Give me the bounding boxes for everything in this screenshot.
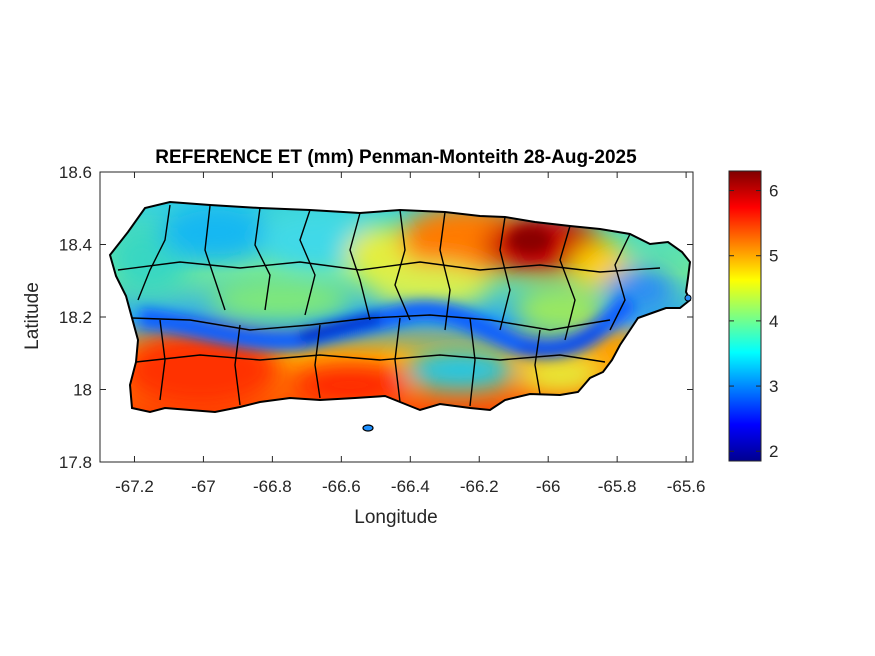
x-tick-label: -67 — [191, 477, 216, 496]
x-tick-label: -66.2 — [460, 477, 499, 496]
y-axis: 17.8 18 18.2 18.4 18.6 — [59, 163, 693, 472]
x-axis: -67.2 -67 -66.8 -66.6 -66.4 -66.2 -66 -65.8 -65.… — [115, 172, 705, 496]
colorbar-ticks: 2 3 4 5 6 — [729, 182, 778, 461]
y-tick-label: 18 — [73, 381, 92, 400]
y-tick-label: 18.4 — [59, 236, 92, 255]
heat-ridge-core — [298, 313, 381, 343]
colorbar-tick-label: 5 — [769, 247, 778, 266]
y-tick-label: 18.2 — [59, 308, 92, 327]
colorbar-tick-label: 3 — [769, 377, 778, 396]
heat-blob-northwest — [160, 202, 270, 262]
colorbar — [728, 170, 762, 462]
heat-blob-south-east-yellow — [520, 357, 600, 393]
island-caja-de-muertos — [362, 424, 374, 432]
x-tick-label: -66.4 — [391, 477, 430, 496]
colorbar-tick-label: 2 — [769, 442, 778, 461]
heat-blob-south-central-cyan — [405, 350, 515, 390]
x-tick-label: -67.2 — [115, 477, 154, 496]
heat-blob-central-green — [210, 278, 350, 322]
x-tick-label: -66.6 — [322, 477, 361, 496]
heat-blob-east-central-green — [515, 285, 605, 335]
heat-ridge-east — [518, 326, 603, 356]
x-tick-label: -65.8 — [598, 477, 637, 496]
y-tick-label: 17.8 — [59, 453, 92, 472]
y-axis-label: Latitude — [22, 282, 43, 350]
island-east-cay — [684, 294, 692, 302]
x-tick-label: -65.6 — [667, 477, 706, 496]
heat-blob-southwest-red — [120, 330, 280, 410]
x-tick-label: -66 — [536, 477, 561, 496]
chart-title: REFERENCE ET (mm) Penman-Monteith 28-Aug… — [155, 147, 637, 168]
x-axis-label: Longitude — [354, 507, 437, 528]
colorbar-tick-label: 4 — [769, 312, 778, 331]
municipal-boundaries — [117, 204, 661, 407]
y-tick-label: 18.6 — [59, 163, 92, 182]
colorbar-tick-label: 6 — [769, 182, 778, 201]
x-tick-label: -66.8 — [253, 477, 292, 496]
heat-blob-northeast-max — [508, 226, 552, 254]
